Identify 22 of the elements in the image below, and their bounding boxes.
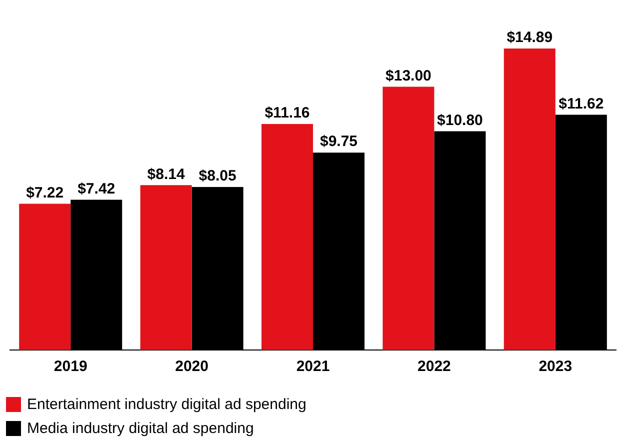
data-label: $11.62 — [558, 95, 604, 112]
data-label: $7.22 — [26, 184, 64, 202]
data-label: $13.00 — [386, 67, 432, 84]
bar — [19, 204, 71, 350]
legend-label: Media industry digital ad spending — [27, 420, 254, 436]
x-tick-label: 2019 — [54, 358, 88, 376]
data-label: $11.16 — [264, 104, 310, 122]
x-tick-label: 2022 — [418, 358, 451, 376]
data-label: $8.14 — [147, 166, 186, 183]
data-label: $9.75 — [320, 133, 358, 150]
data-label: $10.80 — [437, 112, 483, 129]
x-tick-label: 2020 — [175, 358, 208, 376]
bar — [382, 86, 434, 350]
legend-label: Entertainment industry digital ad spending — [27, 396, 306, 412]
x-tick-label: 2023 — [538, 358, 572, 376]
data-label: $7.42 — [78, 180, 116, 198]
bar — [140, 185, 192, 350]
bar — [504, 48, 556, 350]
data-label: $8.05 — [198, 168, 236, 185]
data-label: $14.89 — [506, 29, 553, 46]
x-tick-label: 2021 — [296, 358, 330, 376]
bar — [261, 124, 313, 350]
